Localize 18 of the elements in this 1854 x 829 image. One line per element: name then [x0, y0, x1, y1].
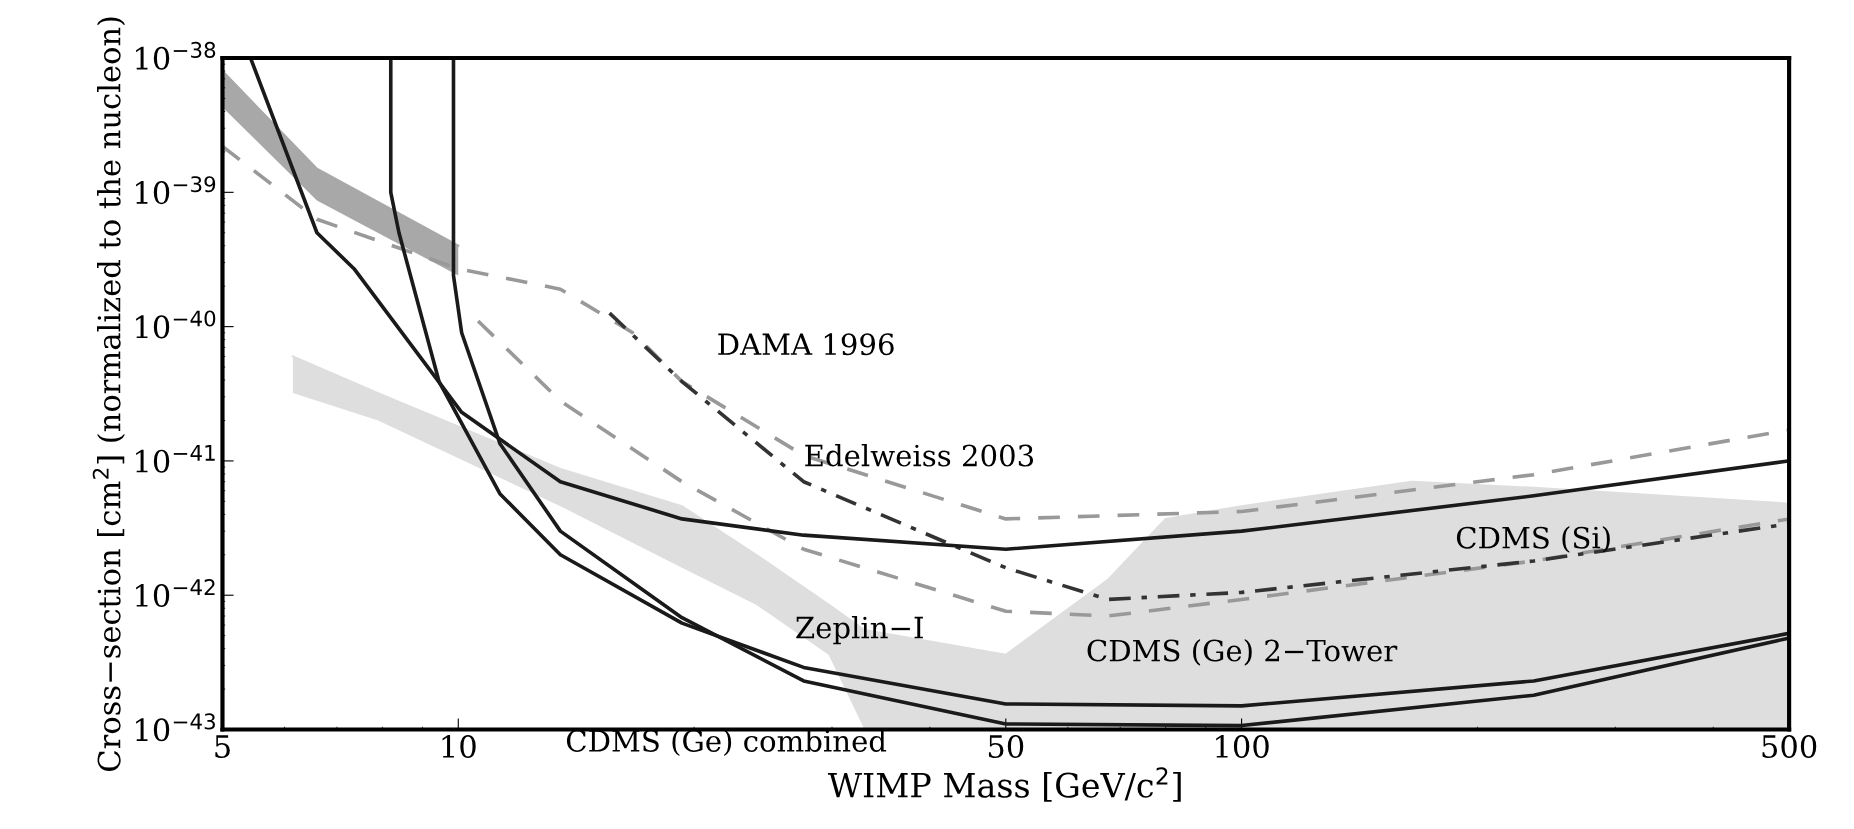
annotation: Zeplin−I — [796, 615, 923, 645]
x-tick-label: 10 — [442, 734, 476, 759]
x-axis-title: WIMP Mass [GeV/c$^{2}$] — [827, 767, 1181, 802]
x-tick-label: 100 — [1216, 734, 1269, 759]
annotation: DAMA 1996 — [718, 333, 894, 356]
y-tick-label: 10$^{−41}$ — [136, 445, 215, 473]
y-tick-label: 10$^{−38}$ — [136, 41, 216, 70]
y-axis-title: Cross−section [cm$^{2}$] (normalized to the nucleon) — [92, 17, 125, 771]
annotation: CDMS (Si) — [1456, 526, 1610, 553]
y-tick-label: 10$^{−42}$ — [136, 579, 215, 608]
annotation: CDMS (Ge) 2−Tower — [1087, 638, 1398, 666]
annotation: Edelweiss 2003 — [805, 443, 1034, 467]
x-tick-label: 500 — [1762, 734, 1817, 759]
y-tick-label: 10$^{−43}$ — [136, 713, 215, 742]
y-tick-label: 10$^{−40}$ — [136, 310, 216, 339]
y-tick-label: 10$^{−39}$ — [136, 176, 216, 205]
x-tick-label: 50 — [988, 734, 1024, 759]
x-tick-label: 5 — [215, 735, 230, 759]
